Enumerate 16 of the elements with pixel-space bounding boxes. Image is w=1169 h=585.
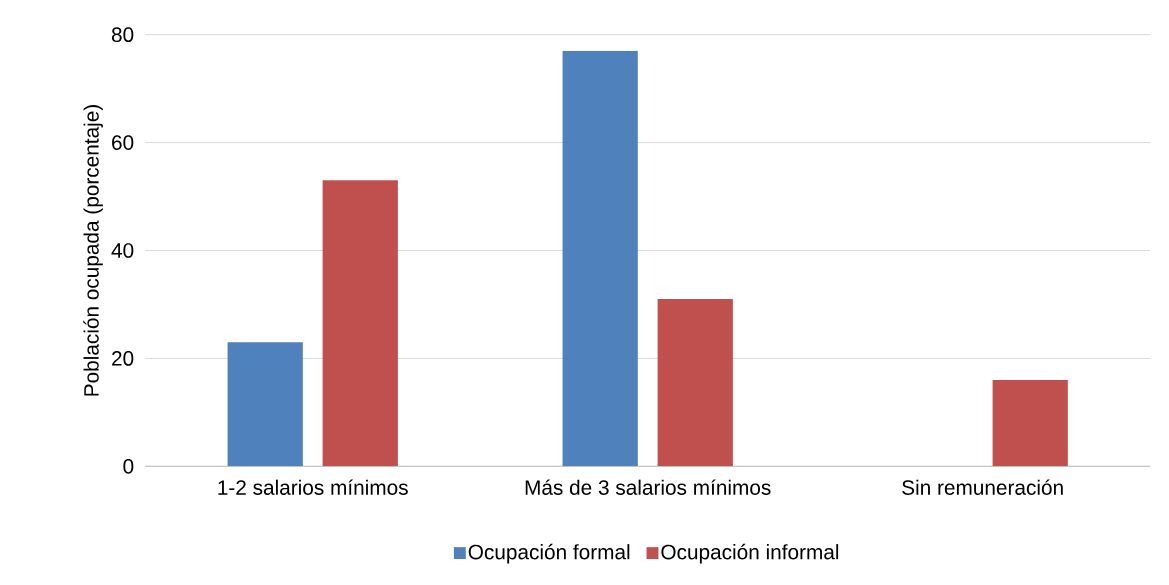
x-tick-label: Sin remuneración (902, 479, 1063, 495)
y-tick-label: 20 (112, 350, 134, 366)
bar (227, 342, 303, 467)
bar (562, 50, 638, 467)
y-axis-title: Población ocupada (porcentaje) (83, 104, 103, 396)
legend-label: Ocupación informal (661, 543, 839, 564)
bar (322, 180, 398, 467)
bar (992, 379, 1068, 467)
x-tick-label: Más de 3 salarios mínimos (525, 479, 771, 495)
y-tick-label: 80 (111, 27, 134, 42)
x-tick-label: 1-2 salarios mínimos (218, 479, 408, 495)
y-tick-label: 40 (111, 243, 134, 258)
y-tick-label: 60 (112, 135, 134, 150)
legend-label: Ocupación formal (468, 543, 630, 564)
bar (657, 298, 733, 467)
y-tick-label: 0 (123, 458, 134, 474)
